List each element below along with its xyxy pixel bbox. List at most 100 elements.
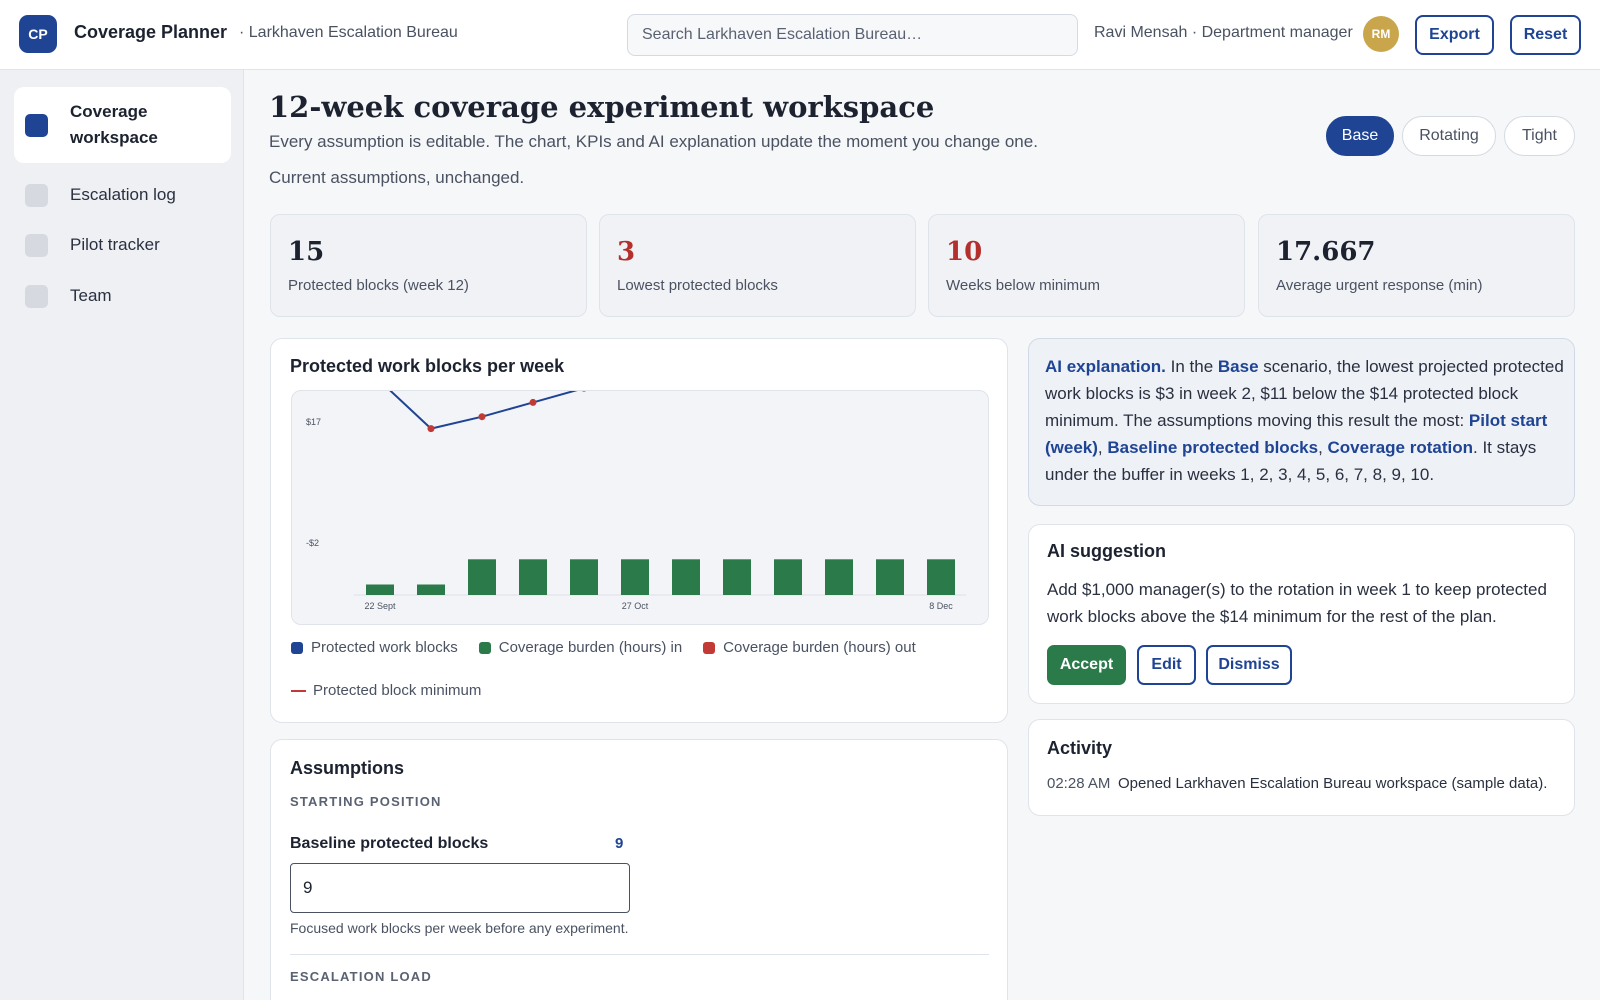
- data-point: [478, 413, 486, 421]
- bar-coverage-in: [519, 559, 547, 595]
- kpi-label: Average urgent response (min): [1276, 277, 1483, 294]
- org-name: · Larkhaven Escalation Bureau: [239, 24, 458, 41]
- ai-suggestion-panel: AI suggestion Add $1,000 manager(s) to t…: [1028, 524, 1575, 704]
- ai-explanation-prefix: AI explanation.: [1045, 357, 1166, 376]
- scenario-rotating-button[interactable]: Rotating: [1402, 116, 1496, 156]
- pilot-tracker-icon: [25, 233, 48, 257]
- kpi-label: Weeks below minimum: [946, 277, 1100, 294]
- team-icon: [25, 284, 48, 308]
- kpi-card: 17.667 Average urgent response (min): [1258, 214, 1575, 317]
- sidebar-item-label: Coverage workspace: [70, 102, 158, 147]
- scenario-tight-button[interactable]: Tight: [1504, 116, 1575, 156]
- sidebar-item-team[interactable]: Team: [14, 274, 231, 318]
- bar-coverage-in: [927, 559, 955, 595]
- ai-text-part: ,: [1318, 438, 1328, 457]
- scenario-base-button[interactable]: Base: [1326, 116, 1394, 156]
- ai-driver-link[interactable]: Coverage rotation: [1327, 438, 1473, 457]
- kpi-card: 15 Protected blocks (week 12): [270, 214, 587, 317]
- legend-label: Protected block minimum: [313, 682, 482, 699]
- accept-button[interactable]: Accept: [1047, 645, 1126, 685]
- legend-label: Protected work blocks: [311, 639, 458, 656]
- chart-legend: Protected work blocks Coverage burden (h…: [291, 639, 916, 656]
- y-tick-label: $17: [306, 417, 321, 427]
- workspace-icon: [25, 113, 48, 137]
- x-tick-label: 8 Dec: [929, 601, 953, 611]
- legend-label: Coverage burden (hours) out: [723, 639, 916, 656]
- edit-button[interactable]: Edit: [1137, 645, 1196, 685]
- field-help-text: Focused work blocks per week before any …: [290, 920, 629, 936]
- kpi-value: 3: [617, 237, 636, 267]
- ai-suggestion-text: Add $1,000 manager(s) to the rotation in…: [1047, 580, 1547, 626]
- bar-coverage-in: [468, 559, 496, 595]
- baseline-blocks-value: 9: [615, 835, 624, 852]
- bar-coverage-in: [621, 559, 649, 595]
- ai-suggestion-title: AI suggestion: [1047, 541, 1167, 561]
- ai-scenario-link[interactable]: Base: [1217, 357, 1259, 376]
- assumptions-panel: Assumptions STARTING POSITION Baseline p…: [270, 739, 1008, 1000]
- legend-swatch-green: [478, 641, 491, 654]
- bar-coverage-in: [417, 584, 445, 595]
- chart-legend-threshold: Protected block minimum: [291, 682, 481, 699]
- ai-explanation-text: AI explanation. In the Base scenario, th…: [1045, 353, 1565, 488]
- export-button[interactable]: Export: [1415, 15, 1494, 55]
- sidebar-item-label: Team: [70, 286, 112, 305]
- ai-driver-link[interactable]: Pilot start (week): [1045, 411, 1548, 457]
- page-subtitle: Every assumption is editable. The chart,…: [269, 132, 1038, 151]
- activity-panel: Activity 02:28 AM Opened Larkhaven Escal…: [1028, 719, 1575, 816]
- kpi-label: Lowest protected blocks: [617, 277, 778, 294]
- sidebar-item-escalation-log[interactable]: Escalation log: [14, 173, 231, 217]
- ai-text-part: ,: [1097, 438, 1108, 457]
- sidebar-item-label: Escalation log: [70, 185, 176, 204]
- sidebar-item-coverage-workspace[interactable]: Coverage workspace: [14, 87, 231, 163]
- reset-button[interactable]: Reset: [1510, 15, 1581, 55]
- activity-time: 02:28 AM: [1047, 775, 1111, 792]
- app-name: Coverage Planner: [74, 22, 228, 42]
- sidebar-item-label: Pilot tracker: [70, 235, 160, 254]
- baseline-blocks-label: Baseline protected blocks: [290, 835, 489, 852]
- ai-explanation-panel: AI explanation. In the Base scenario, th…: [1028, 338, 1575, 506]
- kpi-value: 17.667: [1276, 237, 1376, 267]
- app-logo[interactable]: CP: [19, 15, 57, 53]
- page-status: Current assumptions, unchanged.: [269, 168, 525, 187]
- sidebar-item-pilot-tracker[interactable]: Pilot tracker: [14, 223, 231, 267]
- ai-text-part: scenario, the lowest projected protected…: [1045, 357, 1564, 430]
- bar-coverage-in: [876, 559, 904, 595]
- divider: [290, 954, 989, 955]
- x-tick-label: 27 Oct: [622, 601, 649, 611]
- baseline-blocks-input[interactable]: [290, 863, 630, 913]
- y-tick-label: -$2: [306, 538, 319, 548]
- escalation-log-icon: [25, 183, 48, 207]
- bar-coverage-in: [723, 559, 751, 595]
- bar-coverage-in: [774, 559, 802, 595]
- ai-driver-link[interactable]: Baseline protected blocks: [1107, 438, 1319, 457]
- chart-panel: Protected work blocks per week $17 -$2 Pro…: [270, 338, 1008, 723]
- section-label: STARTING POSITION: [290, 794, 442, 809]
- legend-label: Coverage burden (hours) in: [498, 639, 683, 656]
- kpi-value: 15: [288, 237, 325, 267]
- legend-swatch-red: [703, 641, 716, 654]
- user-label: Ravi Mensah · Department manager: [1094, 24, 1353, 41]
- ai-text-part: In the: [1165, 357, 1218, 376]
- dismiss-button[interactable]: Dismiss: [1206, 645, 1292, 685]
- avatar[interactable]: RM: [1363, 16, 1399, 52]
- bar-coverage-in: [570, 559, 598, 595]
- search-input[interactable]: [627, 14, 1078, 56]
- kpi-card: 3 Lowest protected blocks: [599, 214, 916, 317]
- bar-coverage-in: [366, 584, 394, 595]
- data-point: [427, 425, 435, 433]
- kpi-value: 10: [946, 237, 983, 267]
- data-point: [581, 391, 587, 392]
- kpi-card: 10 Weeks below minimum: [928, 214, 1245, 317]
- page-title: 12-week coverage experiment workspace: [269, 90, 935, 124]
- assumptions-title: Assumptions: [290, 758, 405, 778]
- sidebar: Coverage workspace Escalation log Pilot …: [0, 70, 244, 1000]
- bar-coverage-in: [672, 559, 700, 595]
- legend-line-red: [291, 689, 306, 692]
- top-bar: CP Coverage Planner · Larkhaven Escalati…: [0, 0, 1600, 70]
- x-tick-label: 22 Sept: [364, 601, 396, 611]
- data-point: [529, 398, 537, 406]
- ai-text-part: . It stays under the buffer in weeks 1, …: [1045, 438, 1537, 484]
- section-label: ESCALATION LOAD: [290, 969, 432, 984]
